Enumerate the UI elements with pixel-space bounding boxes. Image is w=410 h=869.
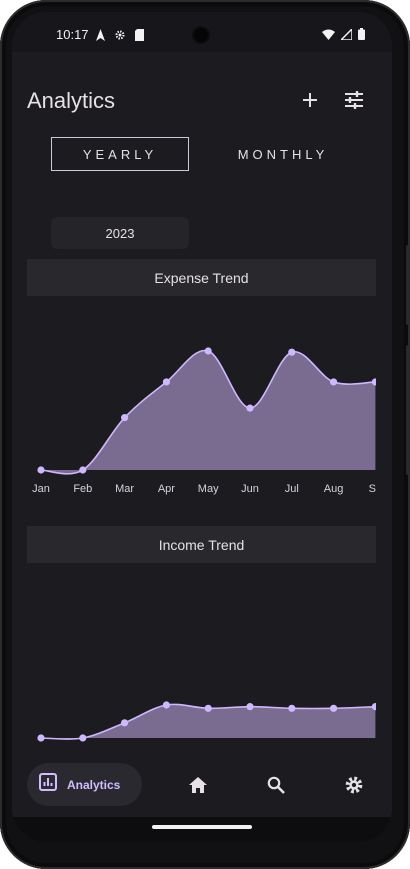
expense-trend-title: Expense Trend xyxy=(27,259,376,296)
wifi-icon xyxy=(322,27,335,45)
income-point-apr[interactable] xyxy=(162,701,170,709)
tab-monthly[interactable]: MONTHLY xyxy=(237,146,329,162)
bottom-navigation: Analytics xyxy=(12,747,392,817)
nav-item-settings[interactable] xyxy=(342,775,366,799)
status-bar: 10:17 xyxy=(12,12,392,52)
nav-item-search[interactable] xyxy=(264,775,288,799)
add-button[interactable] xyxy=(296,88,324,116)
filter-button[interactable] xyxy=(340,88,368,116)
expense-point-mar[interactable] xyxy=(121,414,129,422)
battery-icon xyxy=(358,27,365,45)
page-title: Analytics xyxy=(27,88,116,113)
expense-x-tick-sep: Se xyxy=(369,483,376,495)
expense-point-may[interactable] xyxy=(204,347,212,355)
app-screen: 10:17 xyxy=(12,12,392,842)
front-camera xyxy=(194,28,208,42)
settings-icon xyxy=(344,775,364,800)
signal-icon xyxy=(339,27,353,45)
income-point-aug[interactable] xyxy=(330,704,338,712)
income-trend-chart xyxy=(27,572,376,747)
expense-area xyxy=(41,350,376,474)
expense-point-apr[interactable] xyxy=(162,378,170,386)
expense-point-jul[interactable] xyxy=(288,348,296,356)
home-icon xyxy=(188,776,208,799)
expense-x-tick-apr: Apr xyxy=(158,483,175,495)
expense-point-sep[interactable] xyxy=(371,378,376,386)
add-icon xyxy=(302,92,318,113)
gesture-area xyxy=(12,817,392,842)
status-time: 10:17 xyxy=(56,27,89,42)
expense-x-tick-feb: Feb xyxy=(73,483,92,495)
analytics-icon xyxy=(39,773,57,796)
power-button xyxy=(406,245,410,325)
navigation-icon xyxy=(96,28,105,46)
nav-item-analytics[interactable]: Analytics xyxy=(27,763,142,806)
tab-yearly[interactable]: YEARLY xyxy=(51,137,189,171)
expense-point-aug[interactable] xyxy=(330,378,338,386)
income-point-feb[interactable] xyxy=(79,734,87,742)
income-point-mar[interactable] xyxy=(121,719,129,727)
expense-x-tick-jul: Jul xyxy=(285,483,299,495)
expense-x-tick-jun: Jun xyxy=(241,483,259,495)
income-point-jul[interactable] xyxy=(288,704,296,712)
sd-card-icon xyxy=(135,28,144,46)
expense-point-feb[interactable] xyxy=(79,466,87,474)
expense-x-tick-aug: Aug xyxy=(324,483,344,495)
nav-item-analytics-label: Analytics xyxy=(67,777,121,792)
volume-button xyxy=(406,345,410,475)
expense-x-tick-may: May xyxy=(198,483,219,495)
income-point-may[interactable] xyxy=(204,704,212,712)
expense-x-tick-mar: Mar xyxy=(115,483,134,495)
expense-x-tick-jan: Jan xyxy=(32,483,50,495)
expense-point-jan[interactable] xyxy=(37,466,45,474)
expense-chart-svg: Jan Feb Mar Apr May Jun Jul Aug Se xyxy=(32,347,376,495)
search-icon xyxy=(267,776,285,799)
income-area xyxy=(41,704,376,740)
income-chart-svg xyxy=(37,701,376,742)
income-point-sep[interactable] xyxy=(371,703,376,711)
income-point-jun[interactable] xyxy=(246,703,254,711)
tune-icon xyxy=(344,90,364,114)
year-selector[interactable]: 2023 xyxy=(51,217,189,249)
settings-gear-icon xyxy=(114,28,126,46)
expense-point-jun[interactable] xyxy=(246,404,254,412)
income-trend-title: Income Trend xyxy=(27,526,376,563)
nav-item-home[interactable] xyxy=(186,775,210,799)
gesture-handle xyxy=(152,825,252,829)
expense-trend-chart: Jan Feb Mar Apr May Jun Jul Aug Se xyxy=(27,302,376,502)
income-point-jan[interactable] xyxy=(37,734,45,742)
